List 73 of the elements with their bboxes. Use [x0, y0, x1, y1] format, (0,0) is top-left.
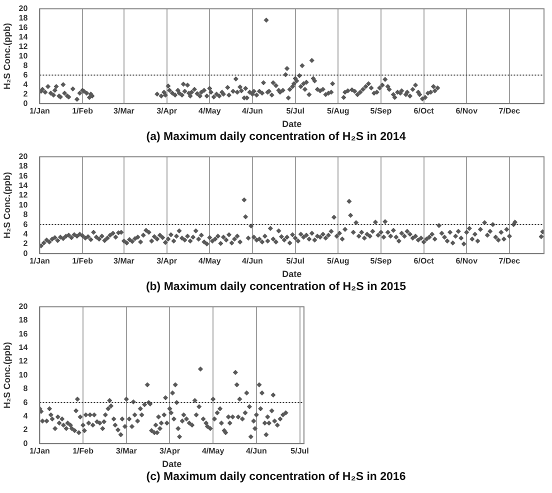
x-tick-label: 6/Oct	[414, 106, 434, 116]
y-tick-label: 14	[18, 32, 28, 42]
text: (c) Maximum daily concentration of H₂S in 2016	[145, 470, 407, 485]
x-tick-label: 7/Dec	[498, 256, 521, 266]
x-tick-label: 7/Dec	[498, 106, 521, 116]
x-tick-label: 4/May	[198, 256, 222, 266]
y-tick-label: 0	[23, 248, 28, 258]
y-tick-label: 14	[18, 181, 28, 190]
y-tick-label: 2	[23, 239, 28, 248]
x-tick-label: 1/Feb	[72, 256, 94, 266]
y-tick-label: 20	[18, 152, 28, 162]
y-tick-label: 18	[18, 316, 28, 325]
y-tick-label: 16	[18, 22, 28, 32]
x-tick-label: 3/Apr	[156, 256, 178, 266]
x-tick-label: 5/Jul	[290, 446, 309, 456]
x-tick-label: 3/Mar	[114, 106, 134, 116]
y-tick-label: 12	[18, 190, 28, 200]
y-tick-label: 8	[23, 60, 28, 70]
x-tick-label: 6/Oct	[414, 256, 434, 266]
y-tick-label: 2	[23, 89, 28, 98]
x-tick-label: 4/Jun	[242, 256, 264, 266]
x-tick-label: 1/Feb	[72, 106, 94, 116]
y-tick-label: 12	[18, 356, 28, 366]
y-tick-label: 4	[23, 80, 28, 89]
x-tick-label: 3/Apr	[156, 106, 178, 116]
y-tick-label: 6	[23, 220, 28, 229]
x-axis-title: Date	[282, 269, 302, 280]
x-tick-label: 1/Feb	[72, 446, 94, 456]
y-tick-label: 10	[18, 51, 28, 60]
x-tick-label: 3/Mar	[116, 446, 137, 456]
x-tick-label: 5/Jul	[286, 106, 304, 116]
y-axis-title: H₂S Conc.(ppb)	[2, 172, 12, 238]
x-tick-label: 3/Apr	[160, 446, 180, 456]
y-axis-title: H₂S Conc.(ppb)	[2, 22, 12, 90]
x-tick-label: 4/Jun	[242, 106, 264, 116]
y-tick-label: 8	[23, 210, 28, 220]
y-tick-label: 4	[23, 411, 28, 420]
y-tick-label: 10	[18, 200, 28, 210]
x-tick-label: 1/Jan	[29, 106, 50, 116]
y-tick-label: 6	[23, 398, 28, 407]
y-tick-label: 20	[18, 4, 28, 14]
y-tick-label: 10	[18, 370, 28, 380]
x-tick-label: 6/Nov	[456, 106, 478, 116]
y-tick-label: 12	[18, 42, 28, 51]
text: (a) Maximum daily concentration of H₂S in 2014	[145, 130, 407, 145]
x-axis-title: Date	[162, 459, 182, 470]
y-axis-title: H₂S Conc.(ppb)	[2, 342, 12, 408]
y-tick-label: 18	[18, 162, 28, 171]
x-tick-label: 3/Mar	[114, 256, 134, 266]
y-tick-label: 0	[23, 438, 28, 448]
y-tick-label: 18	[18, 13, 28, 22]
x-tick-label: 4/Jun	[246, 446, 267, 456]
x-tick-label: 5/Sep	[370, 106, 392, 116]
x-tick-label: 4/May	[202, 446, 225, 456]
y-tick-label: 4	[23, 229, 28, 238]
y-tick-label: 6	[23, 70, 28, 80]
y-tick-label: 20	[18, 302, 28, 312]
y-tick-label: 2	[23, 425, 28, 434]
x-axis-title: Date	[282, 119, 302, 130]
y-tick-label: 14	[18, 343, 28, 352]
y-tick-label: 0	[23, 98, 28, 108]
y-tick-label: 16	[18, 171, 28, 180]
x-tick-label: 5/Sep	[370, 256, 392, 266]
x-tick-label: 1/Jan	[29, 256, 50, 266]
x-tick-label: 5/Jul	[286, 256, 304, 266]
x-tick-label: 4/May	[198, 106, 222, 116]
x-tick-label: 1/Jan	[29, 446, 50, 456]
y-tick-label: 16	[18, 329, 28, 338]
x-tick-label: 5/Aug	[327, 106, 350, 116]
x-tick-label: 6/Nov	[456, 256, 478, 266]
y-tick-label: 8	[23, 384, 28, 394]
text: (b) Maximum daily concentration of H₂S in 2015	[144, 280, 408, 295]
x-tick-label: 5/Aug	[327, 256, 350, 266]
